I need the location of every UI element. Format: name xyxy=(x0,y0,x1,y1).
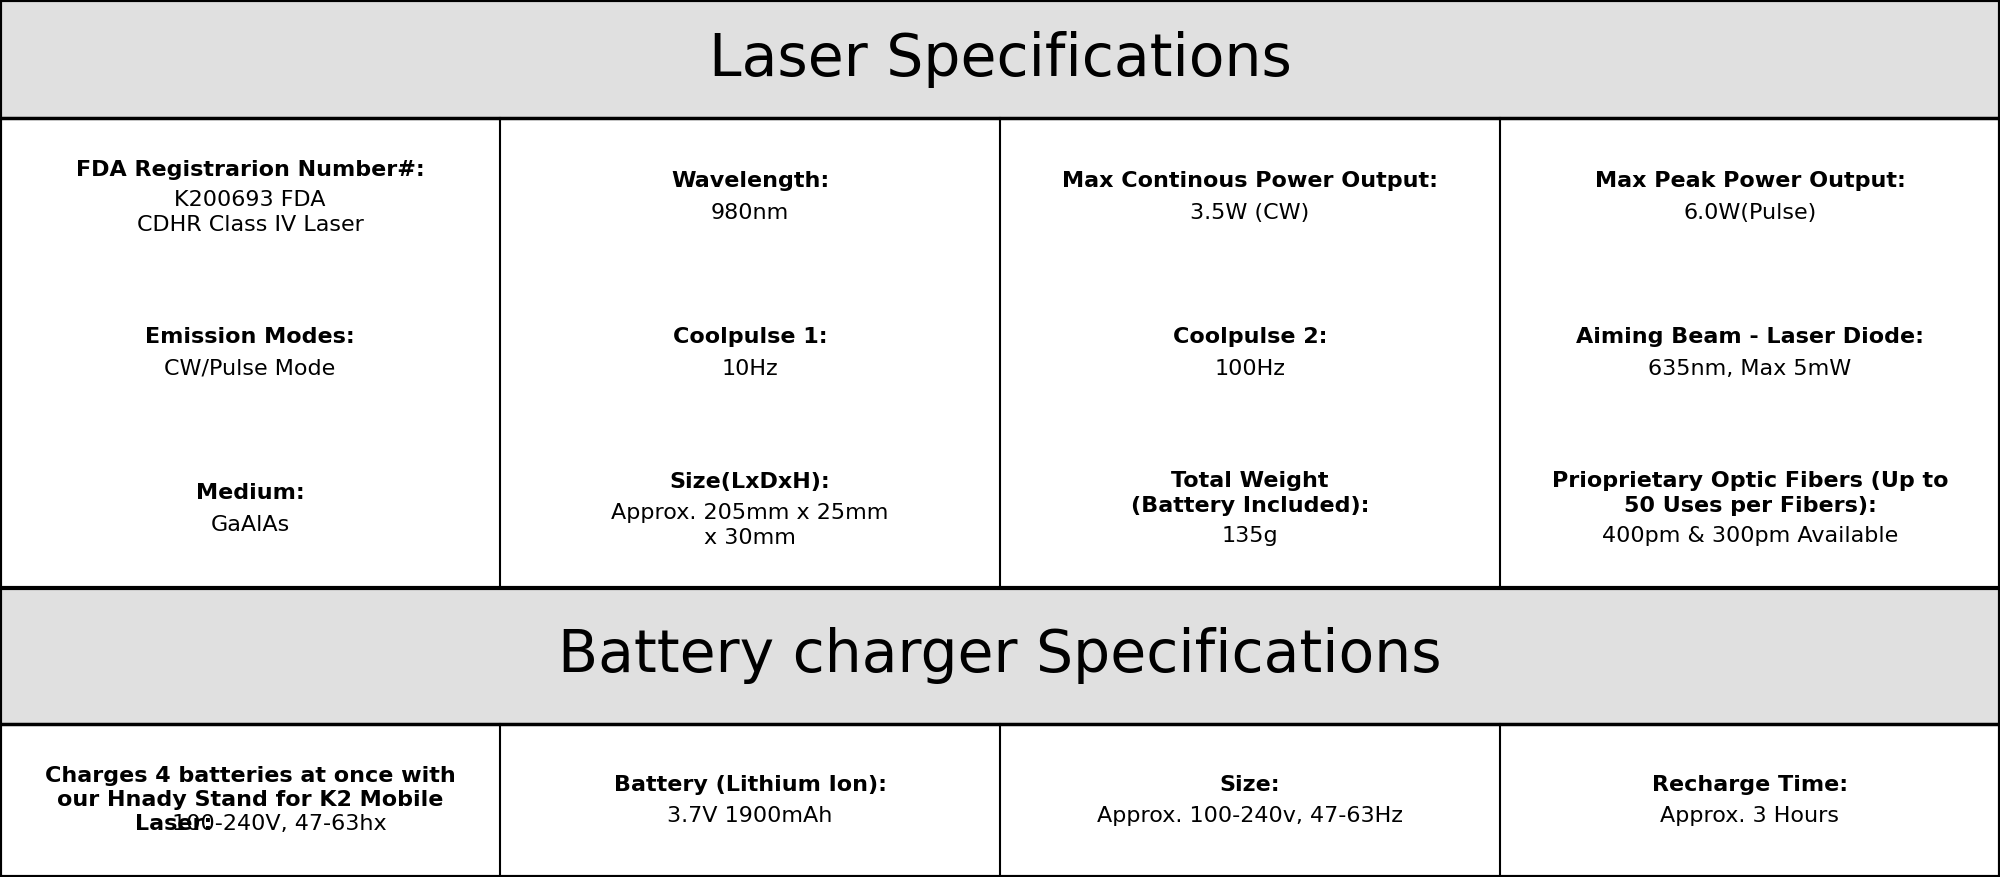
Text: 100-240V, 47-63hx: 100-240V, 47-63hx xyxy=(164,815,386,834)
Text: Charges 4 batteries at once with: Charges 4 batteries at once with xyxy=(44,766,456,786)
Text: Approx. 3 Hours: Approx. 3 Hours xyxy=(1660,806,1840,825)
Text: FDA Registrarion Number#:: FDA Registrarion Number#: xyxy=(76,160,424,180)
Text: Approx. 205mm x 25mm
x 30mm: Approx. 205mm x 25mm x 30mm xyxy=(612,503,888,548)
Text: Battery (Lithium Ion):: Battery (Lithium Ion): xyxy=(614,775,886,795)
Bar xyxy=(0,588,2000,724)
Text: Coolpulse 1:: Coolpulse 1: xyxy=(672,327,828,347)
Text: CW/Pulse Mode: CW/Pulse Mode xyxy=(164,359,336,379)
Text: Size(LxDxH):: Size(LxDxH): xyxy=(670,473,830,492)
Text: Approx. 100-240v, 47-63Hz: Approx. 100-240v, 47-63Hz xyxy=(1096,806,1404,825)
Bar xyxy=(0,724,2000,877)
Text: 10Hz: 10Hz xyxy=(722,359,778,379)
Text: 635nm, Max 5mW: 635nm, Max 5mW xyxy=(1648,359,1852,379)
Text: GaAlAs: GaAlAs xyxy=(210,516,290,535)
Text: 135g: 135g xyxy=(1222,526,1278,546)
Text: Max Continous Power Output:: Max Continous Power Output: xyxy=(1062,171,1438,190)
Text: 980nm: 980nm xyxy=(710,203,790,223)
Text: Aiming Beam - Laser Diode:: Aiming Beam - Laser Diode: xyxy=(1576,327,1924,347)
Text: Coolpulse 2:: Coolpulse 2: xyxy=(1172,327,1328,347)
Text: 3.5W (CW): 3.5W (CW) xyxy=(1190,203,1310,223)
Text: 6.0W(Pulse): 6.0W(Pulse) xyxy=(1684,203,1816,223)
Bar xyxy=(0,0,2000,118)
Text: 400pm & 300pm Available: 400pm & 300pm Available xyxy=(1602,526,1898,546)
Text: Emission Modes:: Emission Modes: xyxy=(146,327,354,347)
Text: Laser:: Laser: xyxy=(134,815,212,834)
Text: Wavelength:: Wavelength: xyxy=(670,171,830,190)
Text: our Hnady Stand for K2 Mobile: our Hnady Stand for K2 Mobile xyxy=(56,790,444,810)
Text: Prioprietary Optic Fibers (Up to
50 Uses per Fibers):: Prioprietary Optic Fibers (Up to 50 Uses… xyxy=(1552,471,1948,516)
Text: Recharge Time:: Recharge Time: xyxy=(1652,775,1848,795)
Text: Size:: Size: xyxy=(1220,775,1280,795)
Text: Laser Specifications: Laser Specifications xyxy=(708,31,1292,88)
Text: Total Weight
(Battery Included):: Total Weight (Battery Included): xyxy=(1130,471,1370,516)
Text: K200693 FDA
CDHR Class IV Laser: K200693 FDA CDHR Class IV Laser xyxy=(136,190,364,235)
Text: 3.7V 1900mAh: 3.7V 1900mAh xyxy=(668,806,832,825)
Bar xyxy=(0,118,2000,588)
Text: Max Peak Power Output:: Max Peak Power Output: xyxy=(1594,171,1906,190)
Text: Battery charger Specifications: Battery charger Specifications xyxy=(558,627,1442,684)
Text: 100Hz: 100Hz xyxy=(1214,359,1286,379)
Text: Medium:: Medium: xyxy=(196,483,304,503)
